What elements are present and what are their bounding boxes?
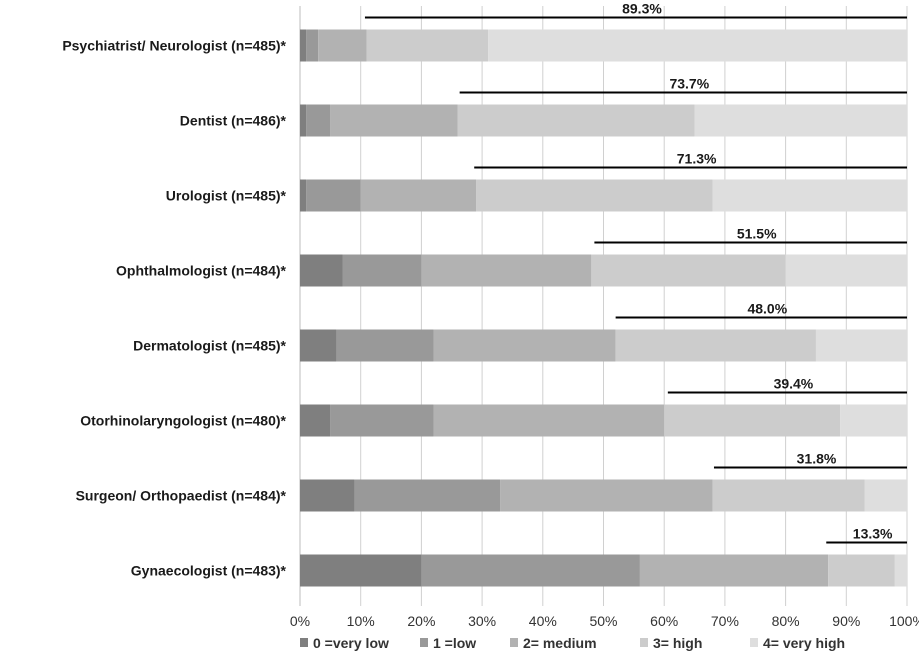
bar-segment (712, 179, 907, 212)
bar-segment (300, 329, 337, 362)
bar-segment (894, 554, 907, 587)
bar-segment (864, 479, 907, 512)
legend-swatch (420, 638, 428, 647)
legend-swatch (510, 638, 518, 647)
bar-segment (300, 179, 307, 212)
bar-segment (306, 179, 361, 212)
bar-segment (639, 554, 829, 587)
x-tick-label: 40% (529, 613, 557, 629)
bar-segment (421, 254, 592, 287)
x-tick-labels: 0% 10% 20% 30% 40% 50% 60% 70% 80% 90% 100% (290, 613, 919, 629)
bar-segment (694, 104, 907, 137)
x-tick-label: 60% (650, 613, 678, 629)
bar-segment (354, 479, 501, 512)
bar-segment (300, 104, 307, 137)
bar-segment (828, 554, 895, 587)
bar-segment (342, 254, 422, 287)
category-label: Dermatologist (n=485)* (133, 338, 286, 354)
category-label: Gynaecologist (n=483)* (131, 563, 287, 579)
bar-segment (330, 104, 458, 137)
x-tick-label: 0% (290, 613, 310, 629)
x-tick-label: 100% (889, 613, 919, 629)
annotation-label: 73.7% (669, 76, 709, 92)
bar-segment (615, 329, 816, 362)
bar-segment (300, 404, 331, 437)
bar-segment (421, 554, 640, 587)
annotation-label: 71.3% (677, 151, 717, 167)
bar-segment (360, 179, 477, 212)
bar-segment (306, 29, 319, 62)
x-tick-label: 70% (711, 613, 739, 629)
annotations: 89.3% 73.7% 71.3% 51.5% 48.0% 39.4% 31.8% 13.3% (364, 1, 907, 544)
annotation-label: 51.5% (737, 226, 777, 242)
bar-segment (366, 29, 489, 62)
category-label: Ophthalmologist (n=484)* (116, 263, 287, 279)
x-tick-label: 50% (589, 613, 617, 629)
bar-segment (300, 29, 307, 62)
category-label: Otorhinolaryngologist (n=480)* (80, 413, 286, 429)
bar-segment (300, 254, 343, 287)
bar-segment (664, 404, 841, 437)
bar-segment (591, 254, 786, 287)
category-label: Urologist (n=485)* (166, 188, 287, 204)
legend-swatch (750, 638, 758, 647)
annotation-label: 39.4% (774, 376, 814, 392)
legend-swatch (300, 638, 308, 647)
bars (300, 29, 907, 587)
legend-label: 0 =very low (313, 635, 389, 651)
bar-segment (433, 404, 665, 437)
bar-segment (840, 404, 907, 437)
annotation-label: 31.8% (797, 451, 837, 467)
x-tick-label: 10% (347, 613, 375, 629)
bar-segment (500, 479, 713, 512)
legend-swatch (640, 638, 648, 647)
legend: 0 =very low 1 =low 2= medium 3= high 4= very… (300, 635, 845, 651)
bar-segment (330, 404, 434, 437)
bar-segment (318, 29, 367, 62)
annotation-label: 48.0% (747, 301, 787, 317)
x-tick-label: 90% (832, 613, 860, 629)
bar-segment (476, 179, 713, 212)
category-labels: Psychiatrist/ Neurologist (n=485)* Dentis… (62, 38, 286, 579)
legend-label: 4= very high (763, 635, 845, 651)
legend-label: 3= high (653, 635, 702, 651)
bar-segment (306, 104, 331, 137)
bar-segment (712, 479, 865, 512)
bar-segment (488, 29, 907, 62)
x-tick-label: 30% (468, 613, 496, 629)
legend-label: 2= medium (523, 635, 597, 651)
category-label: Surgeon/ Orthopaedist (n=484)* (76, 488, 287, 504)
annotation-label: 89.3% (622, 1, 662, 17)
category-label: Psychiatrist/ Neurologist (n=485)* (62, 38, 286, 54)
x-tick-label: 20% (407, 613, 435, 629)
legend-label: 1 =low (433, 635, 476, 651)
x-tick-label: 80% (772, 613, 800, 629)
bar-segment (300, 479, 355, 512)
bar-segment (433, 329, 616, 362)
bar-segment (336, 329, 434, 362)
bar-segment (815, 329, 907, 362)
bar-segment (785, 254, 907, 287)
bar-segment (300, 554, 422, 587)
bar-segment (457, 104, 695, 137)
annotation-label: 13.3% (853, 526, 893, 542)
gridlines (299, 6, 908, 606)
category-label: Dentist (n=486)* (180, 113, 287, 129)
